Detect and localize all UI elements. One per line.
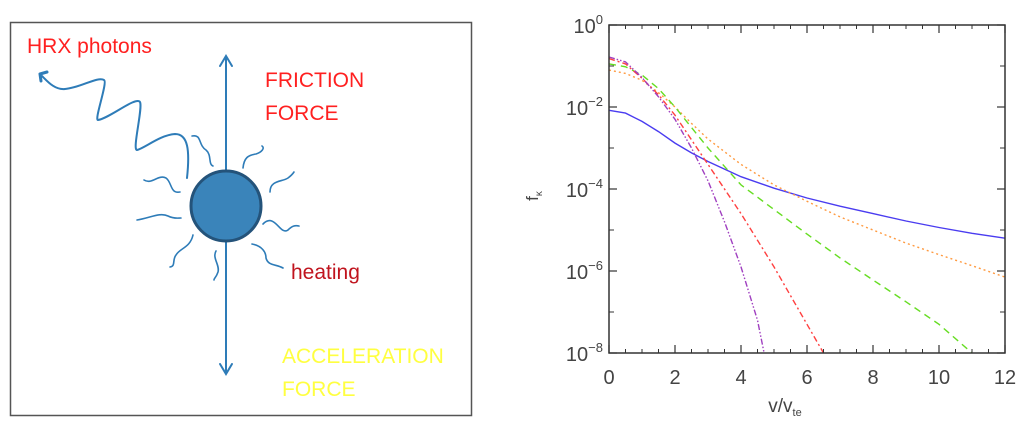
y-tick-label: 10−2	[566, 94, 603, 120]
acceleration-label-line2: FORCE	[282, 378, 356, 401]
series-layer	[608, 56, 1006, 354]
x-tick-label: 2	[669, 367, 680, 389]
x-tick-label: 6	[801, 367, 812, 389]
x-tick-label: 8	[867, 367, 878, 389]
x-axis-label: v/vte	[768, 396, 801, 419]
x-tick-label: 0	[603, 367, 614, 389]
ticks-layer: 0 2 4 6 8 10 12 100 10−2 10−4 10−6 10−8	[566, 12, 1016, 389]
heating-label: heating	[291, 261, 360, 284]
photon-arrowhead-icon	[38, 70, 49, 83]
x-tick-label: 12	[994, 367, 1016, 389]
series-dash-dot	[608, 57, 825, 354]
acceleration-label-line1: ACCELERATION	[282, 345, 444, 368]
friction-label-line1: FRICTION	[265, 69, 364, 92]
y-tick-label: 10−6	[566, 258, 603, 284]
particle	[189, 169, 263, 243]
series-dotted	[608, 69, 1006, 278]
y-axis-label: fκ	[523, 190, 545, 201]
series-dashed	[608, 63, 973, 354]
x-tick-label: 4	[735, 367, 746, 389]
photon-wave-arrow	[41, 75, 190, 179]
friction-arrowhead-icon	[219, 54, 233, 67]
y-tick-label: 10−4	[566, 176, 603, 202]
y-tick-label: 100	[574, 12, 603, 38]
friction-label-line2: FORCE	[265, 102, 339, 125]
distribution-chart: 0 2 4 6 8 10 12 100 10−2 10−4 10−6 10−8 v/vte fκ	[523, 12, 1016, 419]
heating-squiggles	[136, 135, 300, 281]
series-dash-dot-dot	[608, 56, 765, 354]
y-tick-label: 10−8	[566, 340, 603, 366]
plot-frame	[608, 24, 1006, 354]
x-tick-label: 10	[928, 367, 950, 389]
particle-force-diagram: HRX photons FRICTION FORCE heating ACCEL…	[9, 21, 473, 417]
photons-label: HRX photons	[27, 35, 152, 58]
acceleration-arrowhead-icon	[219, 363, 233, 376]
series-solid	[608, 109, 1006, 239]
